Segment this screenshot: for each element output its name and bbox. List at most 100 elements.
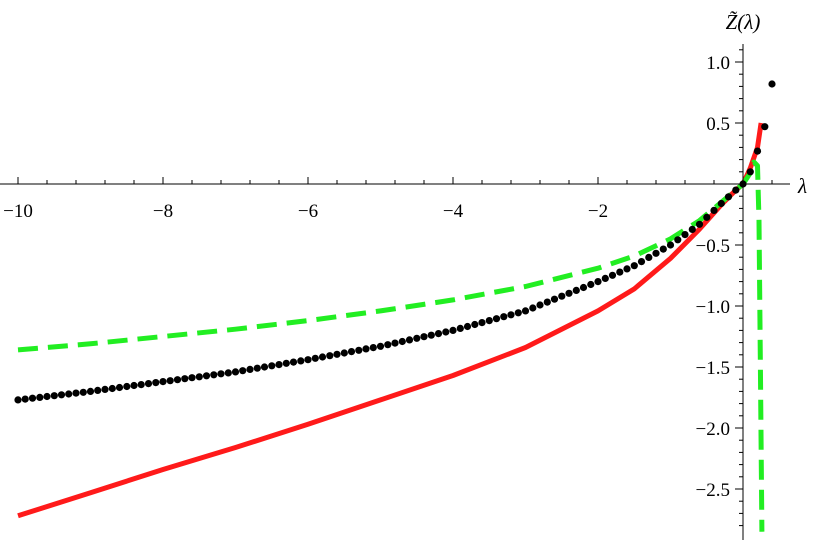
data-point xyxy=(478,319,486,327)
data-point xyxy=(217,370,225,378)
data-point xyxy=(536,301,544,309)
data-point xyxy=(572,286,580,294)
data-point xyxy=(420,333,428,341)
data-point xyxy=(326,352,334,360)
y-tick-label: −0.5 xyxy=(696,236,730,257)
data-point xyxy=(732,186,740,194)
data-point xyxy=(608,271,617,279)
data-point xyxy=(333,350,341,358)
y-tick-label: −2.0 xyxy=(696,419,730,440)
data-point xyxy=(587,280,595,289)
data-point xyxy=(398,337,406,346)
data-point xyxy=(231,368,240,376)
y-tick-label: −2.5 xyxy=(696,480,730,501)
data-point xyxy=(36,393,44,401)
data-point xyxy=(507,311,515,319)
x-tick-label: −6 xyxy=(298,201,318,222)
data-point xyxy=(289,358,298,366)
data-point xyxy=(94,386,102,394)
data-point xyxy=(384,341,392,349)
data-point xyxy=(86,387,95,395)
data-point xyxy=(318,353,327,361)
data-point xyxy=(703,213,711,221)
data-point xyxy=(347,348,356,356)
data-point xyxy=(65,390,73,398)
data-point xyxy=(695,220,704,228)
data-point xyxy=(550,295,559,303)
data-point xyxy=(152,379,160,387)
data-point xyxy=(471,320,479,329)
data-point xyxy=(304,356,312,364)
data-point xyxy=(166,377,174,385)
data-point xyxy=(463,322,472,331)
data-point xyxy=(616,268,624,276)
tick-labels: −10 −8 −6 −4 −2 1.0 0.5 −0.5 −1.0 −1.5 −2.0 −2.5 xyxy=(3,53,730,501)
data-point xyxy=(761,123,769,131)
data-point xyxy=(210,371,218,379)
data-point xyxy=(137,381,145,389)
y-axis-label: Z̃(λ) xyxy=(726,10,761,34)
data-point xyxy=(724,193,733,201)
data-point xyxy=(666,241,675,249)
data-point xyxy=(529,304,537,312)
data-point xyxy=(159,378,167,386)
data-point xyxy=(514,309,522,317)
data-point xyxy=(108,384,116,393)
data-point xyxy=(282,359,290,367)
data-point xyxy=(253,364,261,372)
x-tick-label: −4 xyxy=(443,201,464,222)
data-point xyxy=(21,395,29,403)
x-tick-label: −10 xyxy=(3,201,33,222)
plot-curves xyxy=(14,80,776,532)
data-point xyxy=(456,324,464,332)
data-point xyxy=(355,346,363,354)
data-point xyxy=(195,373,203,381)
data-point xyxy=(485,317,493,325)
data-point xyxy=(601,274,609,282)
data-point xyxy=(340,349,348,357)
y-tick-label: 0.5 xyxy=(706,114,730,135)
data-point xyxy=(543,298,551,306)
data-point xyxy=(637,258,646,266)
data-point xyxy=(181,375,189,383)
data-point xyxy=(449,326,457,334)
data-point xyxy=(275,361,283,369)
y-tick-label: 1.0 xyxy=(706,53,730,74)
data-point xyxy=(594,278,602,286)
data-point xyxy=(14,396,22,404)
data-point xyxy=(369,344,377,352)
data-point xyxy=(630,262,638,270)
data-point xyxy=(659,245,667,253)
data-point xyxy=(434,330,443,338)
data-point xyxy=(43,392,51,401)
x-tick-label: −8 xyxy=(153,201,173,222)
data-point xyxy=(28,394,37,402)
data-point xyxy=(123,382,131,391)
data-point xyxy=(710,206,718,214)
data-point xyxy=(405,336,414,344)
data-point xyxy=(50,392,58,400)
y-tick-label: −1.0 xyxy=(696,297,730,318)
data-point xyxy=(427,331,435,339)
data-point xyxy=(362,345,370,353)
data-point xyxy=(717,199,725,208)
x-tick-label: −2 xyxy=(588,201,608,222)
data-point xyxy=(224,369,232,377)
data-point xyxy=(500,313,508,321)
data-point xyxy=(72,389,80,397)
data-point xyxy=(674,236,682,244)
data-point xyxy=(768,80,776,88)
data-point xyxy=(144,380,153,388)
data-point xyxy=(202,372,211,380)
data-point xyxy=(297,357,305,365)
data-point xyxy=(130,381,138,390)
data-point xyxy=(558,292,566,300)
data-point xyxy=(623,265,631,273)
data-point xyxy=(442,328,450,336)
data-point xyxy=(753,147,762,155)
data-point xyxy=(391,339,399,347)
data-point xyxy=(492,315,501,323)
data-point xyxy=(115,383,124,392)
data-point xyxy=(268,362,276,370)
data-point xyxy=(521,307,530,315)
